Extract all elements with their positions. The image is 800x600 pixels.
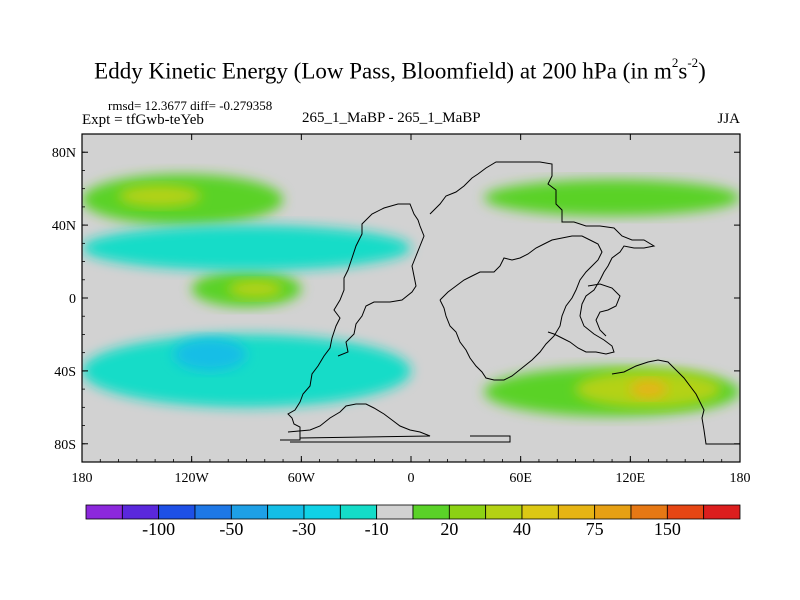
title-end: ) xyxy=(698,58,706,84)
colorbar-label: -30 xyxy=(292,519,316,539)
coastline-americas xyxy=(280,203,425,441)
y-axis: 80N 40N 0 40S 80S xyxy=(52,146,740,453)
y-tick-label: 80S xyxy=(54,438,76,453)
y-tick-label: 0 xyxy=(69,292,76,307)
chart-title: Eddy Kinetic Energy (Low Pass, Bloomfiel… xyxy=(0,55,800,85)
y-tick-label: 40N xyxy=(52,219,76,234)
colorbar-swatch xyxy=(121,504,160,520)
title-s: s xyxy=(678,58,688,84)
title-sup-minus2: -2 xyxy=(687,55,699,70)
colorbar-swatch xyxy=(85,504,123,520)
colorbar-swatch xyxy=(339,504,378,520)
region-southern-band-east-max xyxy=(630,380,667,399)
colorbar-label: -10 xyxy=(364,519,389,539)
y-tick-label: 40S xyxy=(54,365,76,380)
center-label: 265_1_MaBP - 265_1_MaBP xyxy=(302,110,481,126)
colorbar xyxy=(85,504,741,520)
x-tick-label: 120W xyxy=(175,471,210,486)
stats-label: rmsd= 12.3677 diff= -0.279358 xyxy=(108,98,273,113)
colorbar-swatch xyxy=(230,504,269,520)
colorbar-swatch xyxy=(412,504,450,520)
coastline-antarctica xyxy=(290,435,511,443)
colorbar-swatch xyxy=(630,504,668,520)
colorbar-swatch xyxy=(666,504,705,520)
colorbar-label: -100 xyxy=(142,519,176,539)
region-northern-band-west-core xyxy=(118,185,201,207)
colorbar-label: 40 xyxy=(513,519,531,539)
colorbar-swatch xyxy=(594,504,632,520)
region-northern-band-east xyxy=(484,179,740,216)
colorbar-swatch xyxy=(448,504,487,520)
region-tropical-pacific-core xyxy=(228,279,284,298)
x-axis: 180 120W 60W 0 60E 120E 180 xyxy=(72,134,751,486)
continent-outlines xyxy=(280,161,740,445)
colorbar-swatch xyxy=(303,504,341,520)
colorbar-swatch xyxy=(703,504,741,520)
y-tick-label: 80N xyxy=(52,146,76,161)
title-main: Eddy Kinetic Energy (Low Pass, Bloomfiel… xyxy=(94,58,672,84)
colorbar-swatch xyxy=(485,504,523,520)
region-south-pacific-negative xyxy=(82,334,411,408)
coastline-indonesia xyxy=(587,283,621,337)
season-label: JJA xyxy=(717,111,740,127)
colorbar-swatch xyxy=(267,504,305,520)
colorbar-swatch xyxy=(557,504,596,520)
x-tick-label: 0 xyxy=(408,471,415,486)
title-sup-2: 2 xyxy=(671,55,679,70)
colorbar-swatch xyxy=(194,504,232,520)
x-tick-label: 60E xyxy=(509,471,532,486)
coastline-africa xyxy=(439,235,603,381)
coastline-eurasia xyxy=(429,161,656,355)
region-south-pacific-core xyxy=(173,338,247,371)
colorbar-label: 20 xyxy=(440,519,459,539)
x-tick-label: 120E xyxy=(616,471,646,486)
coastline-antarctic-peninsula xyxy=(287,403,431,439)
colorbar-swatch xyxy=(521,504,559,520)
x-tick-label: 60W xyxy=(288,471,316,486)
colorbar-swatch xyxy=(158,504,196,520)
region-midlat-north-negative xyxy=(82,225,411,271)
colorbar-label: 150 xyxy=(653,519,681,539)
colorbar-label: 75 xyxy=(585,519,604,539)
coastline-australia xyxy=(611,359,740,445)
expt-label: Expt = tfGwb-teYeb xyxy=(82,112,204,128)
anomaly-regions xyxy=(82,174,740,417)
x-tick-label: 180 xyxy=(72,471,93,486)
x-tick-label: 180 xyxy=(730,471,751,486)
colorbar-swatch xyxy=(376,504,414,520)
colorbar-label: -50 xyxy=(219,519,244,539)
